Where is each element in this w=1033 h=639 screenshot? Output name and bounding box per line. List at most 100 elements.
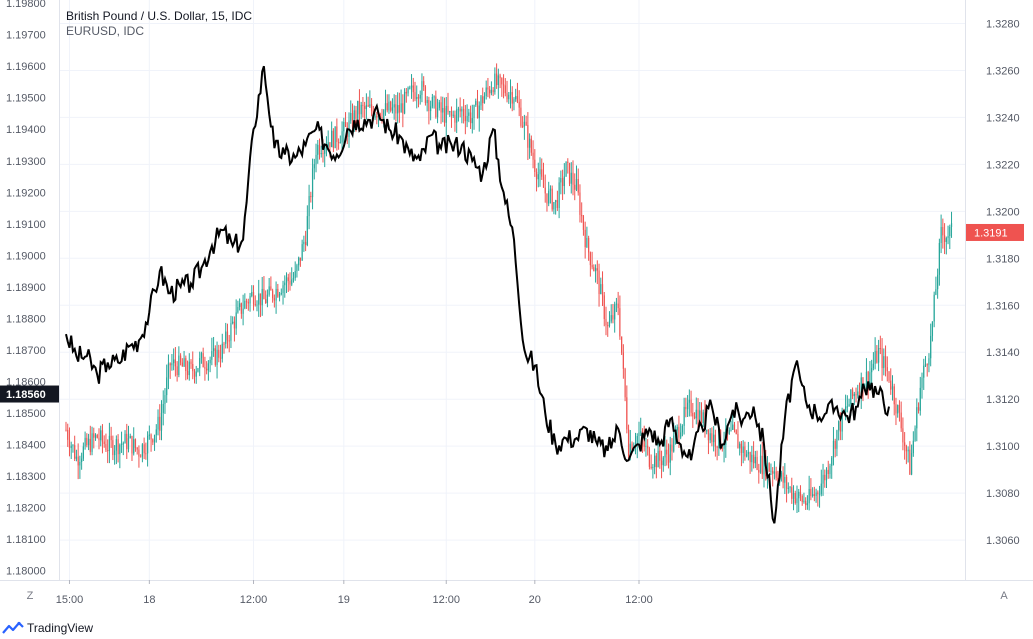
- candle-body: [673, 435, 675, 452]
- candle-body: [492, 90, 494, 93]
- candle-body: [384, 103, 387, 111]
- candle-body: [174, 359, 176, 367]
- candle-body: [845, 406, 847, 412]
- legend-compare-symbol[interactable]: EURUSD, IDC: [66, 24, 145, 38]
- candle-body: [110, 435, 112, 441]
- tradingview-icon: [2, 621, 24, 634]
- candle-body: [596, 268, 598, 271]
- candle-body: [433, 96, 435, 98]
- candle-body: [259, 293, 262, 306]
- candle-body: [414, 92, 416, 99]
- legend-main-symbol[interactable]: British Pound / U.S. Dollar, 15, IDC: [66, 9, 253, 23]
- candle-body: [355, 110, 357, 119]
- candle-body: [942, 227, 944, 236]
- candle-body: [572, 172, 574, 185]
- candle-body: [645, 445, 647, 447]
- candle-body: [902, 428, 904, 443]
- candle-body: [357, 100, 359, 119]
- candle-body: [926, 364, 928, 366]
- candle-body: [218, 349, 220, 358]
- time-tick-label: 12:00: [625, 594, 653, 606]
- candle-body: [317, 144, 319, 155]
- candle-body: [723, 444, 725, 449]
- candle-body: [886, 367, 888, 372]
- candle-body: [242, 308, 244, 314]
- candle-body: [313, 164, 315, 169]
- candle-body: [115, 439, 117, 451]
- candle-body: [648, 448, 651, 467]
- candle-body: [647, 445, 649, 449]
- candle-body: [82, 446, 84, 459]
- left-tick-label: 1.18200: [6, 503, 46, 515]
- candle-body: [219, 357, 222, 359]
- candle-body: [749, 451, 751, 463]
- candle-body: [466, 115, 468, 122]
- candle-body: [289, 280, 291, 285]
- candle-body: [272, 290, 274, 299]
- candle-body: [360, 104, 362, 115]
- right-tick-label: 1.3120: [986, 394, 1020, 406]
- candle-body: [530, 138, 532, 153]
- candle-body: [881, 348, 883, 369]
- candle-body: [907, 449, 909, 452]
- candle-body: [857, 391, 859, 396]
- candle-body: [308, 196, 310, 217]
- candle-body: [685, 406, 687, 410]
- time-tick-label: 20: [529, 594, 541, 606]
- right-tick-label: 1.3100: [986, 441, 1020, 453]
- candle-body: [626, 397, 628, 430]
- candle-body: [395, 104, 397, 114]
- candle-body: [114, 450, 116, 456]
- candle-body: [839, 421, 842, 432]
- candle-body: [603, 295, 605, 320]
- right-tick-label: 1.3220: [986, 159, 1020, 171]
- candle-body: [652, 466, 654, 468]
- candle-body: [683, 406, 685, 426]
- candle-body: [654, 455, 656, 467]
- candle-body: [667, 454, 670, 463]
- candle-body: [207, 363, 209, 371]
- candle-body: [370, 104, 373, 112]
- candle-body: [237, 306, 239, 313]
- left-tick-label: 1.19800: [6, 0, 46, 10]
- candle-body: [350, 112, 352, 121]
- candle-body: [511, 92, 513, 104]
- candle-body: [567, 161, 569, 163]
- candle-body: [239, 303, 241, 307]
- candle-body: [791, 487, 793, 499]
- time-zone-button[interactable]: Z: [26, 590, 34, 602]
- candle-body: [171, 363, 173, 366]
- candle-body: [520, 107, 522, 126]
- time-tick-label: 12:00: [240, 594, 268, 606]
- candle-body: [292, 277, 295, 280]
- candle-body: [643, 439, 645, 447]
- right-tick-label: 1.3140: [986, 347, 1020, 359]
- candle-body: [369, 104, 371, 107]
- candle-body: [851, 389, 854, 397]
- candle-body: [523, 121, 525, 127]
- candle-body: [278, 294, 281, 297]
- candle-body: [664, 449, 666, 458]
- candle-body: [258, 293, 260, 305]
- candle-body: [322, 153, 324, 155]
- candle-body: [768, 463, 770, 472]
- candle-body: [334, 126, 336, 148]
- candle-body: [344, 122, 347, 127]
- candle-body: [759, 455, 762, 473]
- candle-body: [247, 302, 249, 304]
- auto-scale-button[interactable]: A: [1000, 590, 1008, 602]
- candle-body: [688, 399, 690, 403]
- candle-body: [454, 114, 456, 123]
- candle-body: [445, 105, 447, 123]
- tradingview-logo[interactable]: TradingView: [2, 619, 93, 637]
- candle-body: [318, 144, 321, 155]
- candle-body: [692, 412, 694, 417]
- candle-body: [909, 449, 911, 475]
- candle-body: [803, 500, 805, 502]
- candle-body: [730, 429, 732, 431]
- candle-body: [949, 226, 951, 237]
- candle-body: [678, 426, 680, 438]
- candle-body: [412, 85, 414, 93]
- candle-body: [556, 200, 558, 208]
